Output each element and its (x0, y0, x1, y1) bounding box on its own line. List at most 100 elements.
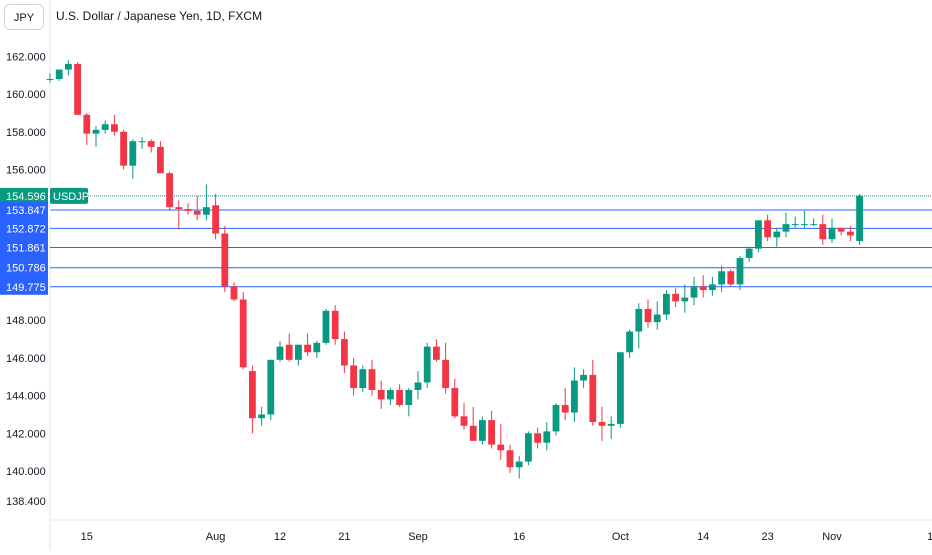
candle[interactable] (506, 444, 514, 473)
candle[interactable] (699, 275, 707, 298)
candle[interactable] (442, 342, 449, 394)
candle[interactable] (239, 291, 247, 370)
candle[interactable] (405, 388, 413, 417)
candle[interactable] (791, 216, 799, 228)
candle[interactable] (276, 340, 284, 362)
candle[interactable] (589, 359, 597, 426)
candle[interactable] (313, 340, 321, 358)
candle[interactable] (736, 256, 744, 291)
candle-body (396, 389, 403, 406)
candle[interactable] (55, 69, 63, 81)
candle[interactable] (773, 227, 781, 247)
candle-body (782, 224, 790, 232)
candle[interactable] (626, 329, 633, 358)
candle[interactable] (396, 384, 403, 407)
candle[interactable] (819, 214, 827, 245)
candle[interactable] (571, 367, 578, 422)
candle[interactable] (166, 171, 173, 211)
candle[interactable] (598, 406, 606, 441)
candle[interactable] (249, 365, 256, 434)
candle[interactable] (525, 431, 532, 466)
candle[interactable] (635, 303, 643, 349)
candle[interactable] (221, 226, 229, 292)
candle[interactable] (111, 114, 118, 136)
candle[interactable] (295, 344, 302, 366)
candle[interactable] (607, 416, 615, 439)
candle-body (157, 146, 164, 174)
candle[interactable] (46, 73, 54, 83)
candle[interactable] (755, 220, 762, 253)
candle[interactable] (681, 284, 689, 313)
candle[interactable] (423, 342, 431, 389)
candle[interactable] (341, 331, 348, 373)
candle[interactable] (561, 388, 569, 421)
candle[interactable] (368, 359, 376, 396)
symbol-button[interactable]: JPY (4, 4, 44, 30)
candle[interactable] (764, 214, 771, 242)
candle[interactable] (515, 455, 523, 479)
candle[interactable] (745, 246, 753, 262)
candle[interactable] (782, 212, 790, 238)
candle[interactable] (580, 369, 587, 389)
candle[interactable] (810, 218, 817, 226)
candle[interactable] (147, 139, 155, 153)
candle[interactable] (451, 378, 459, 419)
candle[interactable] (856, 193, 863, 245)
candle[interactable] (387, 388, 394, 406)
candle[interactable] (157, 141, 164, 174)
candle[interactable] (663, 290, 670, 321)
candle-body (699, 286, 707, 291)
candle[interactable] (193, 195, 201, 221)
candle[interactable] (690, 276, 698, 306)
candle[interactable] (258, 406, 265, 426)
candle[interactable] (801, 210, 808, 228)
candle[interactable] (433, 339, 440, 362)
candle[interactable] (138, 137, 146, 149)
candle[interactable] (331, 305, 339, 345)
candle[interactable] (92, 126, 100, 147)
candle[interactable] (837, 227, 845, 236)
candle[interactable] (74, 62, 81, 115)
candle[interactable] (672, 288, 679, 308)
candle[interactable] (175, 199, 183, 230)
candle[interactable] (129, 139, 137, 179)
candle[interactable] (184, 203, 192, 215)
candle[interactable] (267, 359, 275, 421)
candle-body (423, 346, 431, 383)
candle[interactable] (847, 226, 854, 242)
candle[interactable] (653, 301, 661, 330)
candle[interactable] (552, 403, 560, 436)
candle[interactable] (543, 422, 551, 451)
candle[interactable] (497, 423, 505, 460)
candle[interactable] (304, 333, 311, 357)
candle[interactable] (285, 333, 293, 362)
candle[interactable] (230, 282, 238, 302)
candle[interactable] (617, 352, 624, 428)
candle[interactable] (120, 129, 127, 170)
candle[interactable] (534, 427, 541, 449)
candle[interactable] (350, 357, 357, 396)
candle[interactable] (460, 403, 468, 430)
candle[interactable] (65, 60, 72, 76)
candle[interactable] (83, 112, 91, 145)
candle[interactable] (718, 265, 725, 292)
candle[interactable] (101, 120, 109, 134)
candle-body (295, 344, 302, 360)
candle[interactable] (469, 406, 477, 441)
candle[interactable] (644, 299, 652, 328)
candle[interactable] (377, 380, 385, 409)
symbol-tag: USDJPY (50, 187, 97, 204)
candle[interactable] (322, 308, 330, 345)
candle[interactable] (414, 371, 422, 400)
candle[interactable] (203, 184, 210, 221)
candle[interactable] (212, 193, 219, 240)
candle[interactable] (727, 269, 735, 287)
candle[interactable] (359, 365, 367, 392)
candle[interactable] (488, 410, 495, 449)
candle[interactable] (479, 416, 486, 445)
candle-body (377, 389, 385, 400)
candle[interactable] (828, 218, 836, 243)
candle[interactable] (709, 276, 716, 296)
